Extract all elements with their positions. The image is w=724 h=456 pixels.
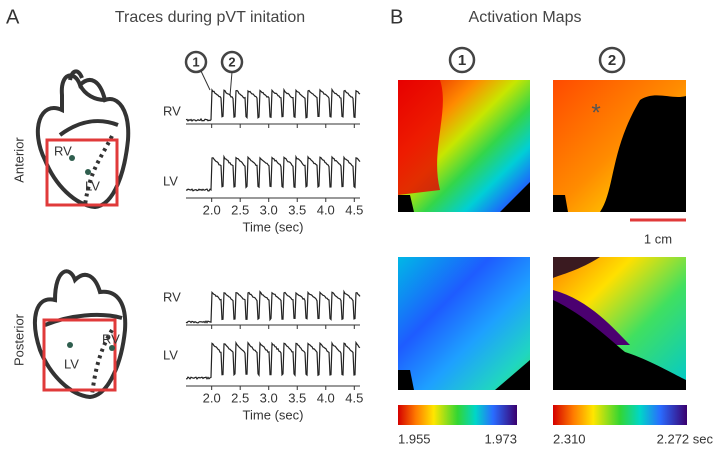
tick-label: 3.0 [260,390,278,405]
view-label: Posterior [11,313,26,366]
tick-label: 4.0 [317,390,335,405]
marker: 1 [184,50,211,91]
heart-anterior [35,69,131,210]
view-label: Anterior [11,137,26,183]
trace-label: LV [163,347,178,362]
heart-label: LV [85,178,100,193]
tick-label: 3.5 [288,390,306,405]
tick-label: 2.5 [231,390,249,405]
axis-title: Time (sec) [243,407,304,422]
marker-label: 2 [228,54,235,69]
panel-title: Traces during pVT initation [115,9,305,26]
map-label-text: 2 [608,52,616,69]
roi-box [42,318,117,392]
tick-label: 4.5 [345,390,363,405]
voltage-trace [185,154,361,192]
axis-title: Time (sec) [243,219,304,234]
origin-mark: * [591,99,600,126]
map-label: 1 [448,46,476,74]
activation-map: * [553,80,686,212]
tick-label: 2.0 [203,390,221,405]
tick-label: 2.0 [203,202,221,217]
heart-label: LV [64,356,79,371]
activation-map [553,257,686,390]
tick-label: 3.0 [260,202,278,217]
scale-label: 1 cm [644,231,672,246]
trace-label: RV [163,289,181,304]
panel-b: B Activation Maps 1 2 * 1 cm 1.955 1.973… [390,6,713,446]
colorbar [398,405,517,425]
activation-map [398,80,530,212]
marker: 2 [220,50,244,97]
panel-label: B [390,6,403,28]
electrode [69,155,75,161]
panel-a: A Traces during pVT initation Anterior P… [6,6,363,422]
heart-posterior [33,269,128,400]
colorbar-min: 2.310 [553,431,586,446]
electrode [85,169,91,175]
heart-label: RV [54,143,72,158]
voltage-trace [185,289,361,324]
voltage-trace [186,340,361,380]
marker-label: 1 [192,54,199,69]
tick-label: 4.5 [345,202,363,217]
tick-label: 2.5 [231,202,249,217]
roi-box [45,138,119,207]
colorbar-min: 1.955 [398,431,431,446]
map-label-text: 1 [458,52,466,69]
tick-label: 3.5 [288,202,306,217]
colorbar [553,405,687,425]
electrode [67,342,73,348]
panel-title: Activation Maps [469,9,582,26]
activation-map [398,257,530,390]
heart-label: RV [102,331,120,346]
voltage-trace [185,87,361,122]
map-label: 2 [598,46,626,74]
trace-label: RV [163,103,181,118]
electrode [109,345,115,351]
panel-label: A [6,6,20,28]
trace-label: LV [163,173,178,188]
colorbar-max: 2.272 sec [657,431,714,446]
colorbar-max: 1.973 [484,431,517,446]
tick-label: 4.0 [317,202,335,217]
